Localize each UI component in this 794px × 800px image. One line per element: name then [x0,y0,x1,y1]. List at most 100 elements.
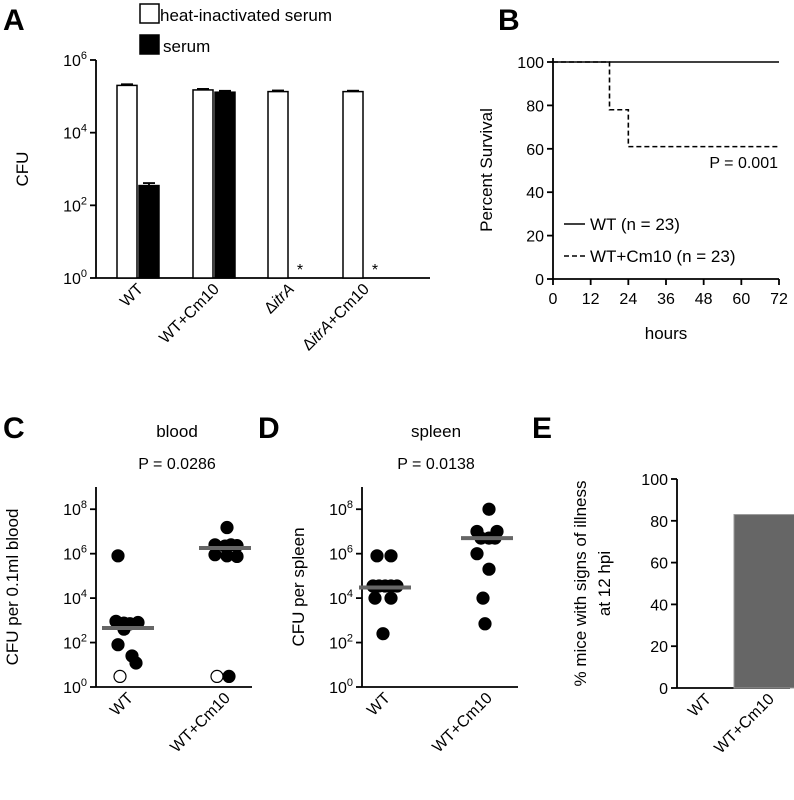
panel-c-point [113,669,127,683]
panel-d-p-value: P = 0.0138 [397,456,475,473]
panel-d-point [482,562,496,576]
panel-b-x-tick-label: 24 [619,291,637,308]
panel-a-legend-swatch-heat [139,3,160,24]
panel-b-y-tick-label: 20 [526,229,544,246]
panel-letter-b: B [498,4,520,37]
panel-a-category-label: WT [117,281,147,311]
panel-a-category-label: ΔitrA+Cm10 [299,281,372,354]
panel-c-point [230,549,244,564]
panel-c-point [210,669,224,683]
panel-a-category-label: ΔitrA [261,281,298,318]
panel-b-series-wtcm10-line [553,61,779,148]
panel-c-point [222,669,236,683]
panel-e-y-tick-label: 20 [650,639,668,656]
panel-d-point [368,591,382,605]
panel-d-point [482,502,496,516]
panel-c-point [111,549,125,563]
panel-c-y-tick-label: 106 [63,544,87,564]
panel-b-y-tick-label: 40 [526,185,544,202]
panel-c-p-value: P = 0.0286 [138,456,216,473]
panel-b-y-axis-label: Percent Survival [477,108,496,232]
panel-a-category-label: WT+Cm10 [156,281,222,347]
panel-letter-a: A [3,4,25,37]
panel-e-y-axis-label-line1: % mice with signs of illness [571,481,590,687]
panel-b-y-tick-label: 100 [517,55,544,72]
panel-b-legend-label-wtcm10: WT+Cm10 (n = 23) [590,247,736,266]
panel-d-y-tick-label: 102 [329,633,353,653]
panel-a-bar [116,84,138,279]
panel-e-y-tick-label: 100 [641,472,668,489]
panel-d-category-label: WT+Cm10 [429,690,495,756]
panel-a-chart: 100 102 104 106 CFU heat-inactivated serum ser… [13,3,430,354]
panel-c-title: blood [156,422,198,441]
panel-c-category-label: WT [107,690,137,720]
panel-letter-e: E [532,412,552,445]
panel-e-y-tick-label: 40 [650,597,668,614]
panel-a-asterisk: * [372,262,378,279]
panel-d-point [476,591,490,605]
panel-d-category-label: WT [364,690,394,720]
panel-b-x-tick-label: 36 [657,291,675,308]
panel-a-bar [138,184,160,279]
panel-a-y-axis-label: CFU [13,152,32,187]
panel-c-y-tick-label: 108 [63,499,87,519]
panel-c-y-tick-label: 104 [63,588,87,608]
panel-d-point [384,591,398,605]
panel-d-y-tick-label: 108 [329,499,353,519]
panel-c-category-label: WT+Cm10 [167,690,233,756]
panel-d-point [384,549,398,563]
panel-c-point [220,520,234,535]
panel-e-category-label: WT+Cm10 [711,691,777,757]
panel-e-bar [733,514,794,689]
panel-c-chart: 100 102 104 106 108 CFU per 0.1ml blood blood P… [3,422,252,756]
panel-c-point [208,548,222,562]
panel-e-y-tick-label: 80 [650,514,668,531]
panel-a-legend-swatch-serum [139,34,160,55]
panel-b-chart: 0 20 40 60 80 100 0 12 24 36 48 60 72 hours Percent Su… [477,55,788,343]
panel-c-y-tick-label: 100 [63,677,87,697]
panel-b-legend-label-wt: WT (n = 23) [590,215,680,234]
panel-a-bar [192,89,214,279]
panel-d-y-tick-label: 104 [329,588,353,608]
panel-d-point [370,549,384,563]
panel-c-point [129,656,143,670]
panel-b-x-tick-label: 12 [582,291,600,308]
panel-b-x-axis-label: hours [645,324,688,343]
panel-b-x-tick-label: 48 [695,291,713,308]
panel-e-y-tick-label: 0 [659,681,668,698]
panel-d-point [478,617,492,631]
panel-a-y-tick-label: 100 [63,268,87,288]
panel-d-chart: 100 102 104 106 108 CFU per spleen spleen P = 0… [289,422,518,756]
panel-b-y-tick-label: 60 [526,142,544,159]
panel-a-bar [267,90,289,279]
panel-a-y-tick-label: 106 [63,50,87,70]
panel-e-y-axis-label-line2: at 12 hpi [595,551,614,616]
panel-d-title: spleen [411,422,461,441]
panel-a-legend-label-heat: heat-inactivated serum [160,6,332,25]
panel-d-y-tick-label: 106 [329,544,353,564]
panel-e-chart: 0 20 40 60 80 100 % mice with signs of illness… [571,472,794,757]
panel-e-y-tick-label: 60 [650,556,668,573]
panel-b-p-value: P = 0.001 [709,155,778,172]
panel-a-bar [214,91,236,279]
panel-d-point [470,547,484,561]
panel-a-bar [342,90,364,279]
panel-b-x-tick-label: 60 [732,291,750,308]
panel-a-asterisk: * [297,262,303,279]
panel-b-y-tick-label: 80 [526,98,544,115]
panel-d-y-axis-label: CFU per spleen [289,527,308,646]
panel-b-x-tick-label: 0 [549,291,558,308]
panel-letter-d: D [258,412,280,445]
panel-e-category-label: WT [685,691,715,721]
panel-a-legend-label-serum: serum [163,37,210,56]
panel-a-y-tick-label: 104 [63,123,87,143]
panel-b-x-tick-label: 72 [770,291,788,308]
panel-b-y-tick-label: 0 [535,272,544,289]
panel-c-point [111,638,125,652]
panel-letter-c: C [3,412,25,445]
panel-d-y-tick-label: 100 [329,677,353,697]
panel-c-y-tick-label: 102 [63,633,87,653]
panel-c-y-axis-label: CFU per 0.1ml blood [3,509,22,666]
panel-d-point [376,627,390,641]
